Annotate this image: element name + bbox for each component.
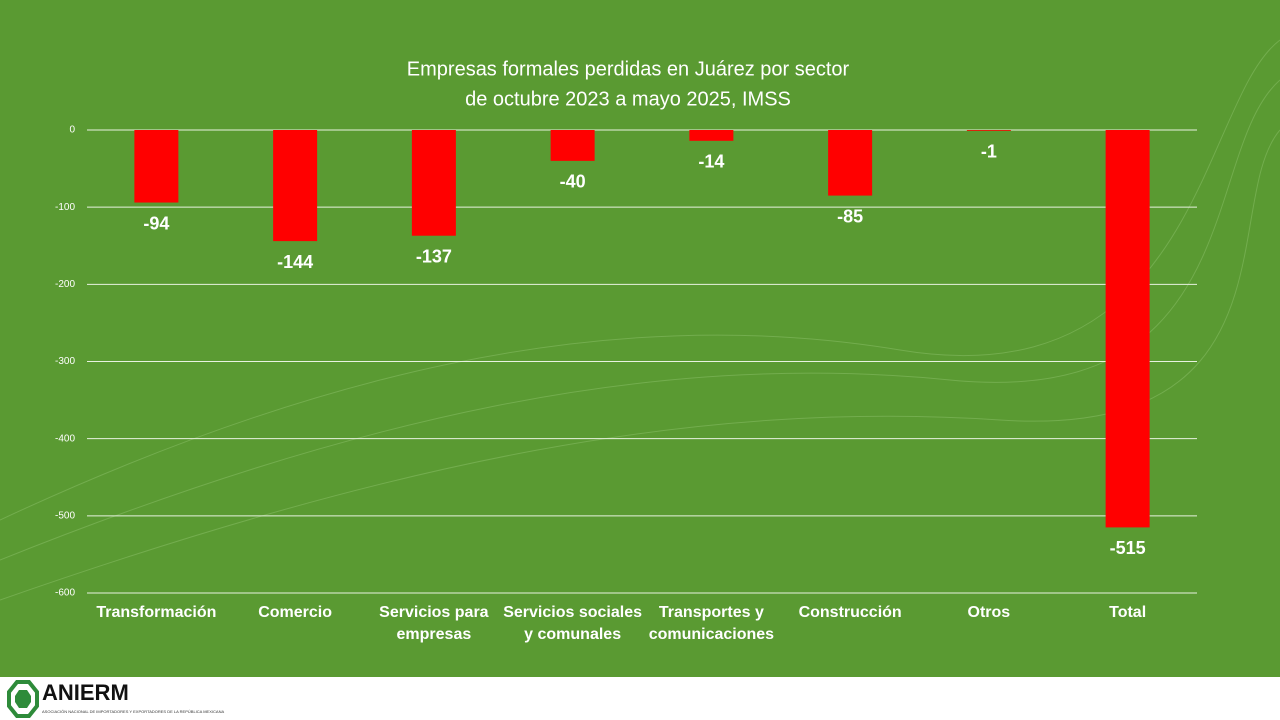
x-tick-label: Servicios sociales y comunales (503, 604, 642, 643)
logo-icon (7, 680, 39, 718)
bar (828, 130, 873, 196)
decoration (0, 129, 1280, 601)
data-label: -85 (837, 206, 863, 226)
bar (966, 130, 1011, 131)
data-label: -144 (277, 252, 313, 272)
bar (411, 130, 456, 236)
bar (550, 130, 595, 161)
data-label: -137 (416, 246, 452, 266)
x-tick-label: Total (1109, 604, 1147, 621)
chart-subtitle: de octubre 2023 a mayo 2025, IMSS (465, 88, 791, 110)
x-tick-label: Servicios para empresas (379, 604, 489, 643)
bar (134, 130, 179, 203)
data-label: -1 (981, 142, 997, 162)
bar (689, 130, 734, 141)
data-label: -515 (1110, 538, 1146, 558)
y-tick-label: -500 (55, 510, 75, 521)
data-label: -94 (143, 213, 169, 233)
y-tick-label: -400 (55, 433, 75, 444)
data-label: -40 (560, 172, 586, 192)
logo-name: ANIERM (42, 680, 129, 705)
decoration (0, 39, 1280, 521)
y-tick-label: -200 (55, 279, 75, 290)
y-tick-label: -100 (55, 202, 75, 213)
decoration (0, 79, 1280, 561)
data-label: -14 (698, 152, 724, 172)
logo-tagline: ASOCIACIÓN NACIONAL DE IMPORTADORES Y EX… (42, 709, 224, 714)
y-tick-label: 0 (69, 125, 75, 136)
x-tick-label: Construcción (798, 604, 902, 621)
bar (1105, 130, 1150, 528)
background (0, 0, 1280, 677)
y-tick-label: -600 (55, 588, 75, 599)
x-tick-label: Otros (967, 604, 1011, 621)
bar (273, 130, 318, 242)
chart-title: Empresas formales perdidas en Juárez por… (407, 58, 850, 80)
y-tick-label: -300 (55, 356, 75, 367)
x-tick-label: Transportes y comunicaciones (648, 604, 775, 643)
x-tick-label: Comercio (258, 604, 333, 621)
x-tick-label: Transformación (96, 604, 217, 621)
